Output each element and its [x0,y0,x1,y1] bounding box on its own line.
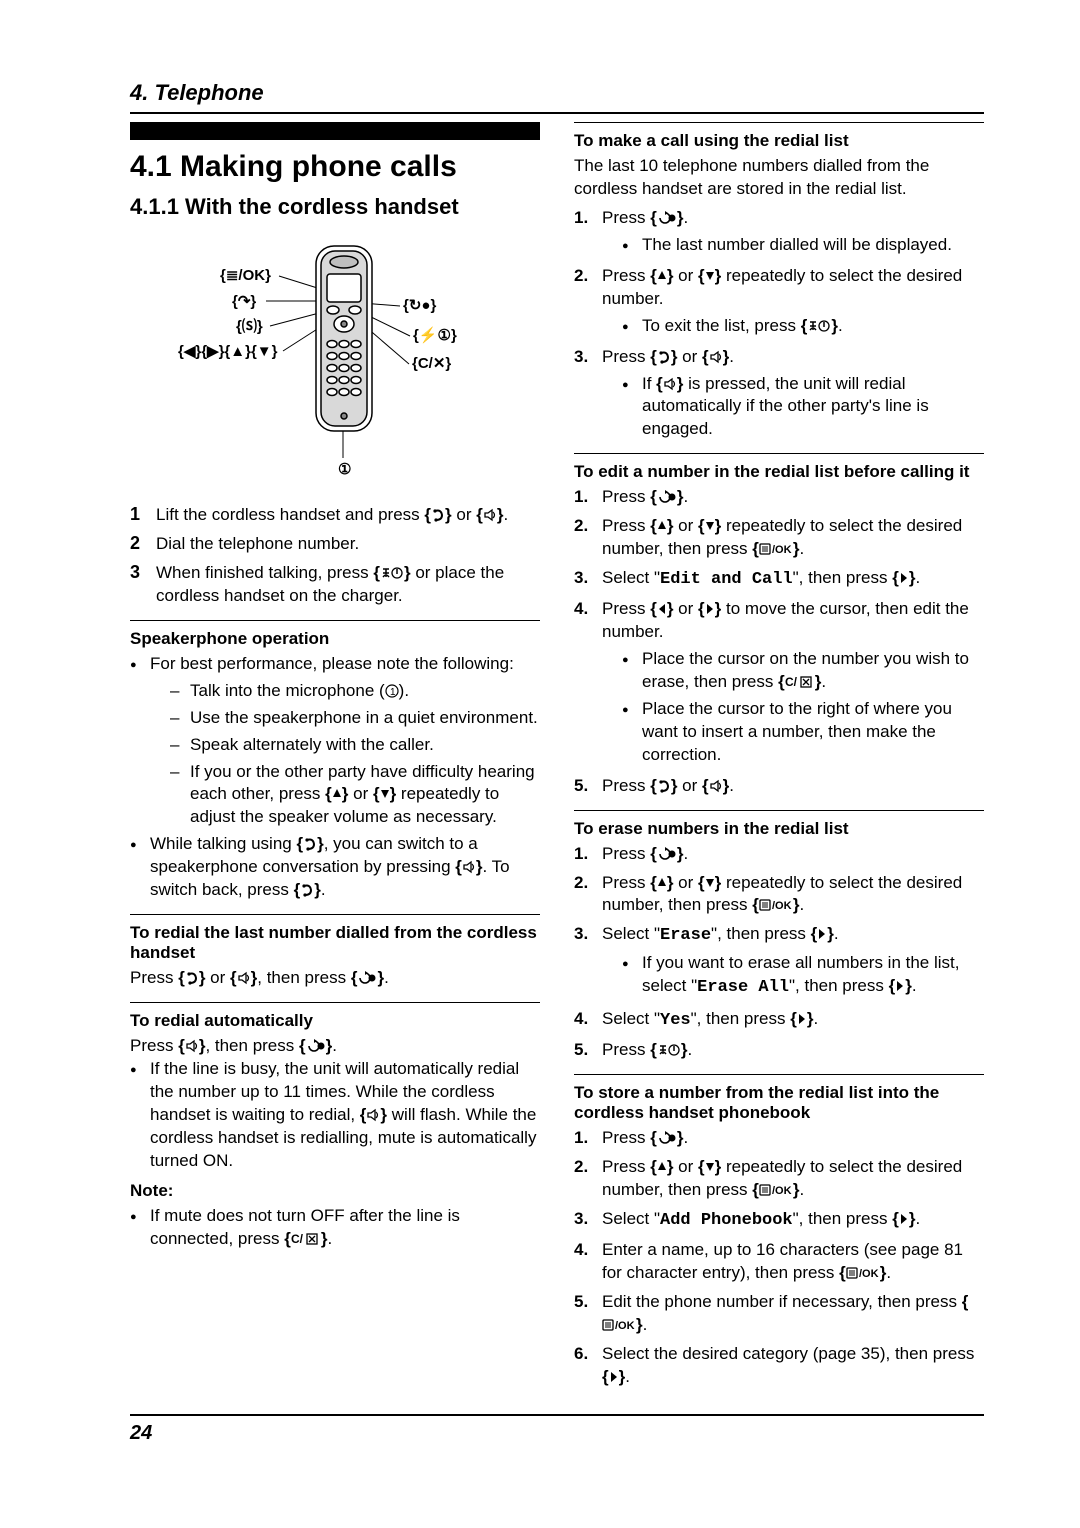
bullet-list: If mute does not turn OFF after the line… [130,1205,540,1251]
svg-text:/OK: /OK [772,544,792,556]
divider [130,1002,540,1003]
svg-text:1: 1 [390,687,396,698]
list-item: If you or the other party have difficult… [170,761,540,830]
redial-edit-steps: Press {}. Press {} or {} repeatedly to s… [574,486,984,797]
list-item: If {} is pressed, the unit will redial a… [622,373,984,442]
list-item: Press {} or {} repeatedly to select the … [574,872,984,918]
list-item: While talking using {}, you can switch t… [130,833,540,902]
subheading: To redial the last number dialled from t… [130,923,540,963]
subsection-title: 4.1.1 With the cordless handset [130,194,540,220]
step-number: 2 [130,533,156,556]
chapter-heading: 4. Telephone [130,80,984,114]
basic-call-steps: 1Lift the cordless handset and press {} … [130,504,540,608]
divider [574,810,984,811]
callout-off-icon: {⚡①} [413,326,457,344]
divider [130,620,540,621]
redial-store-steps: Press {}. Press {} or {} repeatedly to s… [574,1127,984,1388]
step-number: 1 [130,504,156,527]
list-item: Press {}. The last number dialled will b… [574,207,984,257]
redial-erase-steps: Press {}. Press {} or {} repeatedly to s… [574,843,984,1063]
list-item: Press {} or {} repeatedly to select the … [574,1156,984,1202]
body-text: Press {} or {}, then press {}. [130,967,540,990]
list-item: Press {} or {}. [574,775,984,798]
list-item: If you want to erase all numbers in the … [622,952,984,1000]
list-item: If mute does not turn OFF after the line… [130,1205,540,1251]
step-text: Dial the telephone number. [156,533,359,556]
list-item: Speak alternately with the caller. [170,734,540,757]
note-label: Note: [130,1181,540,1201]
document-page: 4. Telephone 4.1 Making phone calls 4.1.… [0,0,1080,1485]
list-item: Select "Erase", then press {}. If you wa… [574,923,984,1000]
step-text: Press {} or {} repeatedly to select the … [602,266,962,308]
list-item: Select the desired category (page 35), t… [574,1343,984,1389]
list-item: Press {} or {}. If {} is pressed, the un… [574,346,984,442]
list-item: For best performance, please note the fo… [130,653,540,830]
callout-talk-icon: {↷} [232,293,256,310]
redial-list-call-steps: Press {}. The last number dialled will b… [574,207,984,441]
list-item: Press {} or {} repeatedly to select the … [574,265,984,338]
list-item: Press {}. [574,486,984,509]
callout-speaker-icon: {⒮} [236,317,263,335]
body-text: Press {}, then press {}. [130,1035,540,1058]
list-item: Press {} or {} repeatedly to select the … [574,515,984,561]
step-text: Lift the cordless handset and press {} o… [156,504,508,527]
list-item: Place the cursor to the right of where y… [622,698,984,767]
step-text: Press {} or {}. [602,347,734,366]
svg-text:/OK: /OK [772,900,792,912]
divider [574,122,984,123]
list-item: Press {}. [574,843,984,866]
list-item: Select "Yes", then press {}. [574,1008,984,1033]
right-column: To make a call using the redial list The… [574,122,984,1394]
page-number: 24 [130,1422,152,1444]
svg-text:/OK: /OK [615,1320,635,1332]
two-column-layout: 4.1 Making phone calls 4.1.1 With the co… [130,122,984,1394]
list-item: Edit the phone number if necessary, then… [574,1291,984,1337]
speakerphone-notes: For best performance, please note the fo… [130,653,540,902]
subheading: To make a call using the redial list [574,131,984,151]
callout-redial-icon: {↻●} [403,297,436,314]
subheading: To store a number from the redial list i… [574,1083,984,1123]
intro-text: For best performance, please note the fo… [150,654,514,673]
svg-text:C/: C/ [785,675,798,689]
list-item: Use the speakerphone in a quiet environm… [170,707,540,730]
subheading: To redial automatically [130,1011,540,1031]
section-title: 4.1 Making phone calls [130,150,540,184]
list-item: The last number dialled will be displaye… [622,234,984,257]
step-text: Press {} or {} to move the cursor, then … [602,599,969,641]
section-divider-bar [130,122,540,140]
divider [130,914,540,915]
divider [574,1074,984,1075]
list-item: Press {}. [574,1039,984,1062]
list-item: Select "Edit and Call", then press {}. [574,567,984,592]
list-item: Enter a name, up to 16 characters (see p… [574,1239,984,1285]
list-item: To exit the list, press {}. [622,315,984,338]
divider [574,453,984,454]
list-item: Select "Add Phonebook", then press {}. [574,1208,984,1233]
step-number: 3 [130,562,156,608]
step-text: When finished talking, press {} or place… [156,562,540,608]
list-item: Press {} or {} to move the cursor, then … [574,598,984,767]
list-item: Place the cursor on the number you wish … [622,648,984,694]
step-text: Select "Erase", then press {}. [602,924,839,943]
subheading: To edit a number in the redial list befo… [574,462,984,482]
left-column: 4.1 Making phone calls 4.1.1 With the co… [130,122,540,1394]
svg-text:C/: C/ [291,1232,304,1246]
list-item: If the line is busy, the unit will autom… [130,1058,540,1173]
svg-text:/OK: /OK [859,1268,879,1280]
body-text: The last 10 telephone numbers dialled fr… [574,155,984,201]
step-text: Press {}. [602,208,688,227]
bullet-list: If the line is busy, the unit will autom… [130,1058,540,1173]
subheading: To erase numbers in the redial list [574,819,984,839]
list-item: Press {}. [574,1127,984,1150]
callout-mic-icon: ① [338,461,351,478]
callout-menu-ok-icon: {≣/OK} [220,267,271,284]
subheading: Speakerphone operation [130,629,540,649]
handset-illustration: {≣/OK} {↷} {⒮} {◀}{▶}{▲}{▼} {↻●} {⚡①} {C… [170,234,500,484]
callout-clear-icon: {C/✕} [412,355,451,372]
page-footer: 24 [130,1414,984,1445]
callout-nav-icons: {◀}{▶}{▲}{▼} [178,343,278,360]
dash-list: Talk into the microphone (1). Use the sp… [170,680,540,830]
svg-text:/OK: /OK [772,1185,792,1197]
list-item: Talk into the microphone (1). [170,680,540,703]
